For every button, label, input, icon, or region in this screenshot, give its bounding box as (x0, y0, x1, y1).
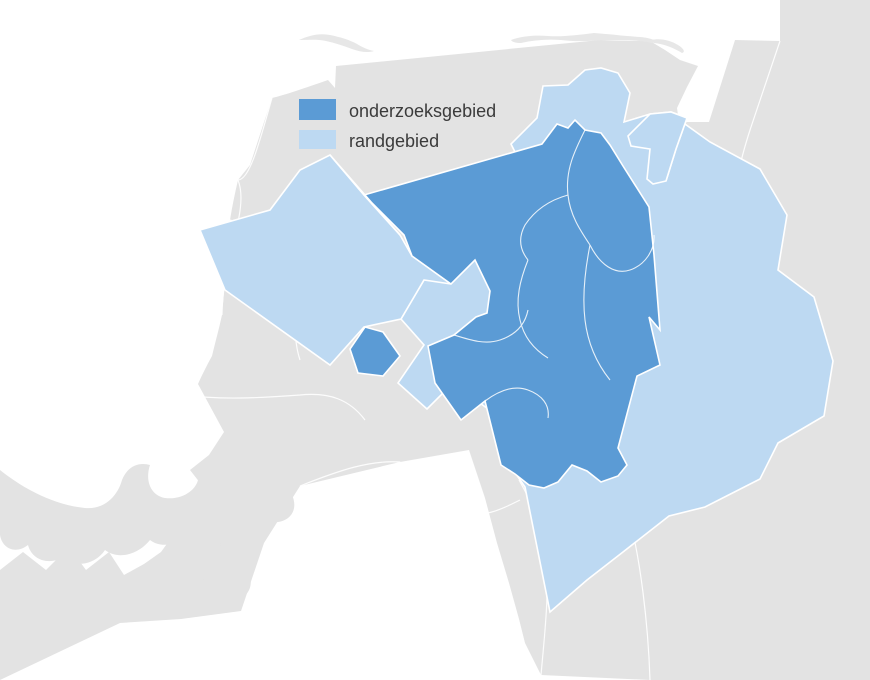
svg-text:randgebied: randgebied (349, 131, 439, 151)
svg-text:onderzoeksgebied: onderzoeksgebied (349, 101, 496, 121)
